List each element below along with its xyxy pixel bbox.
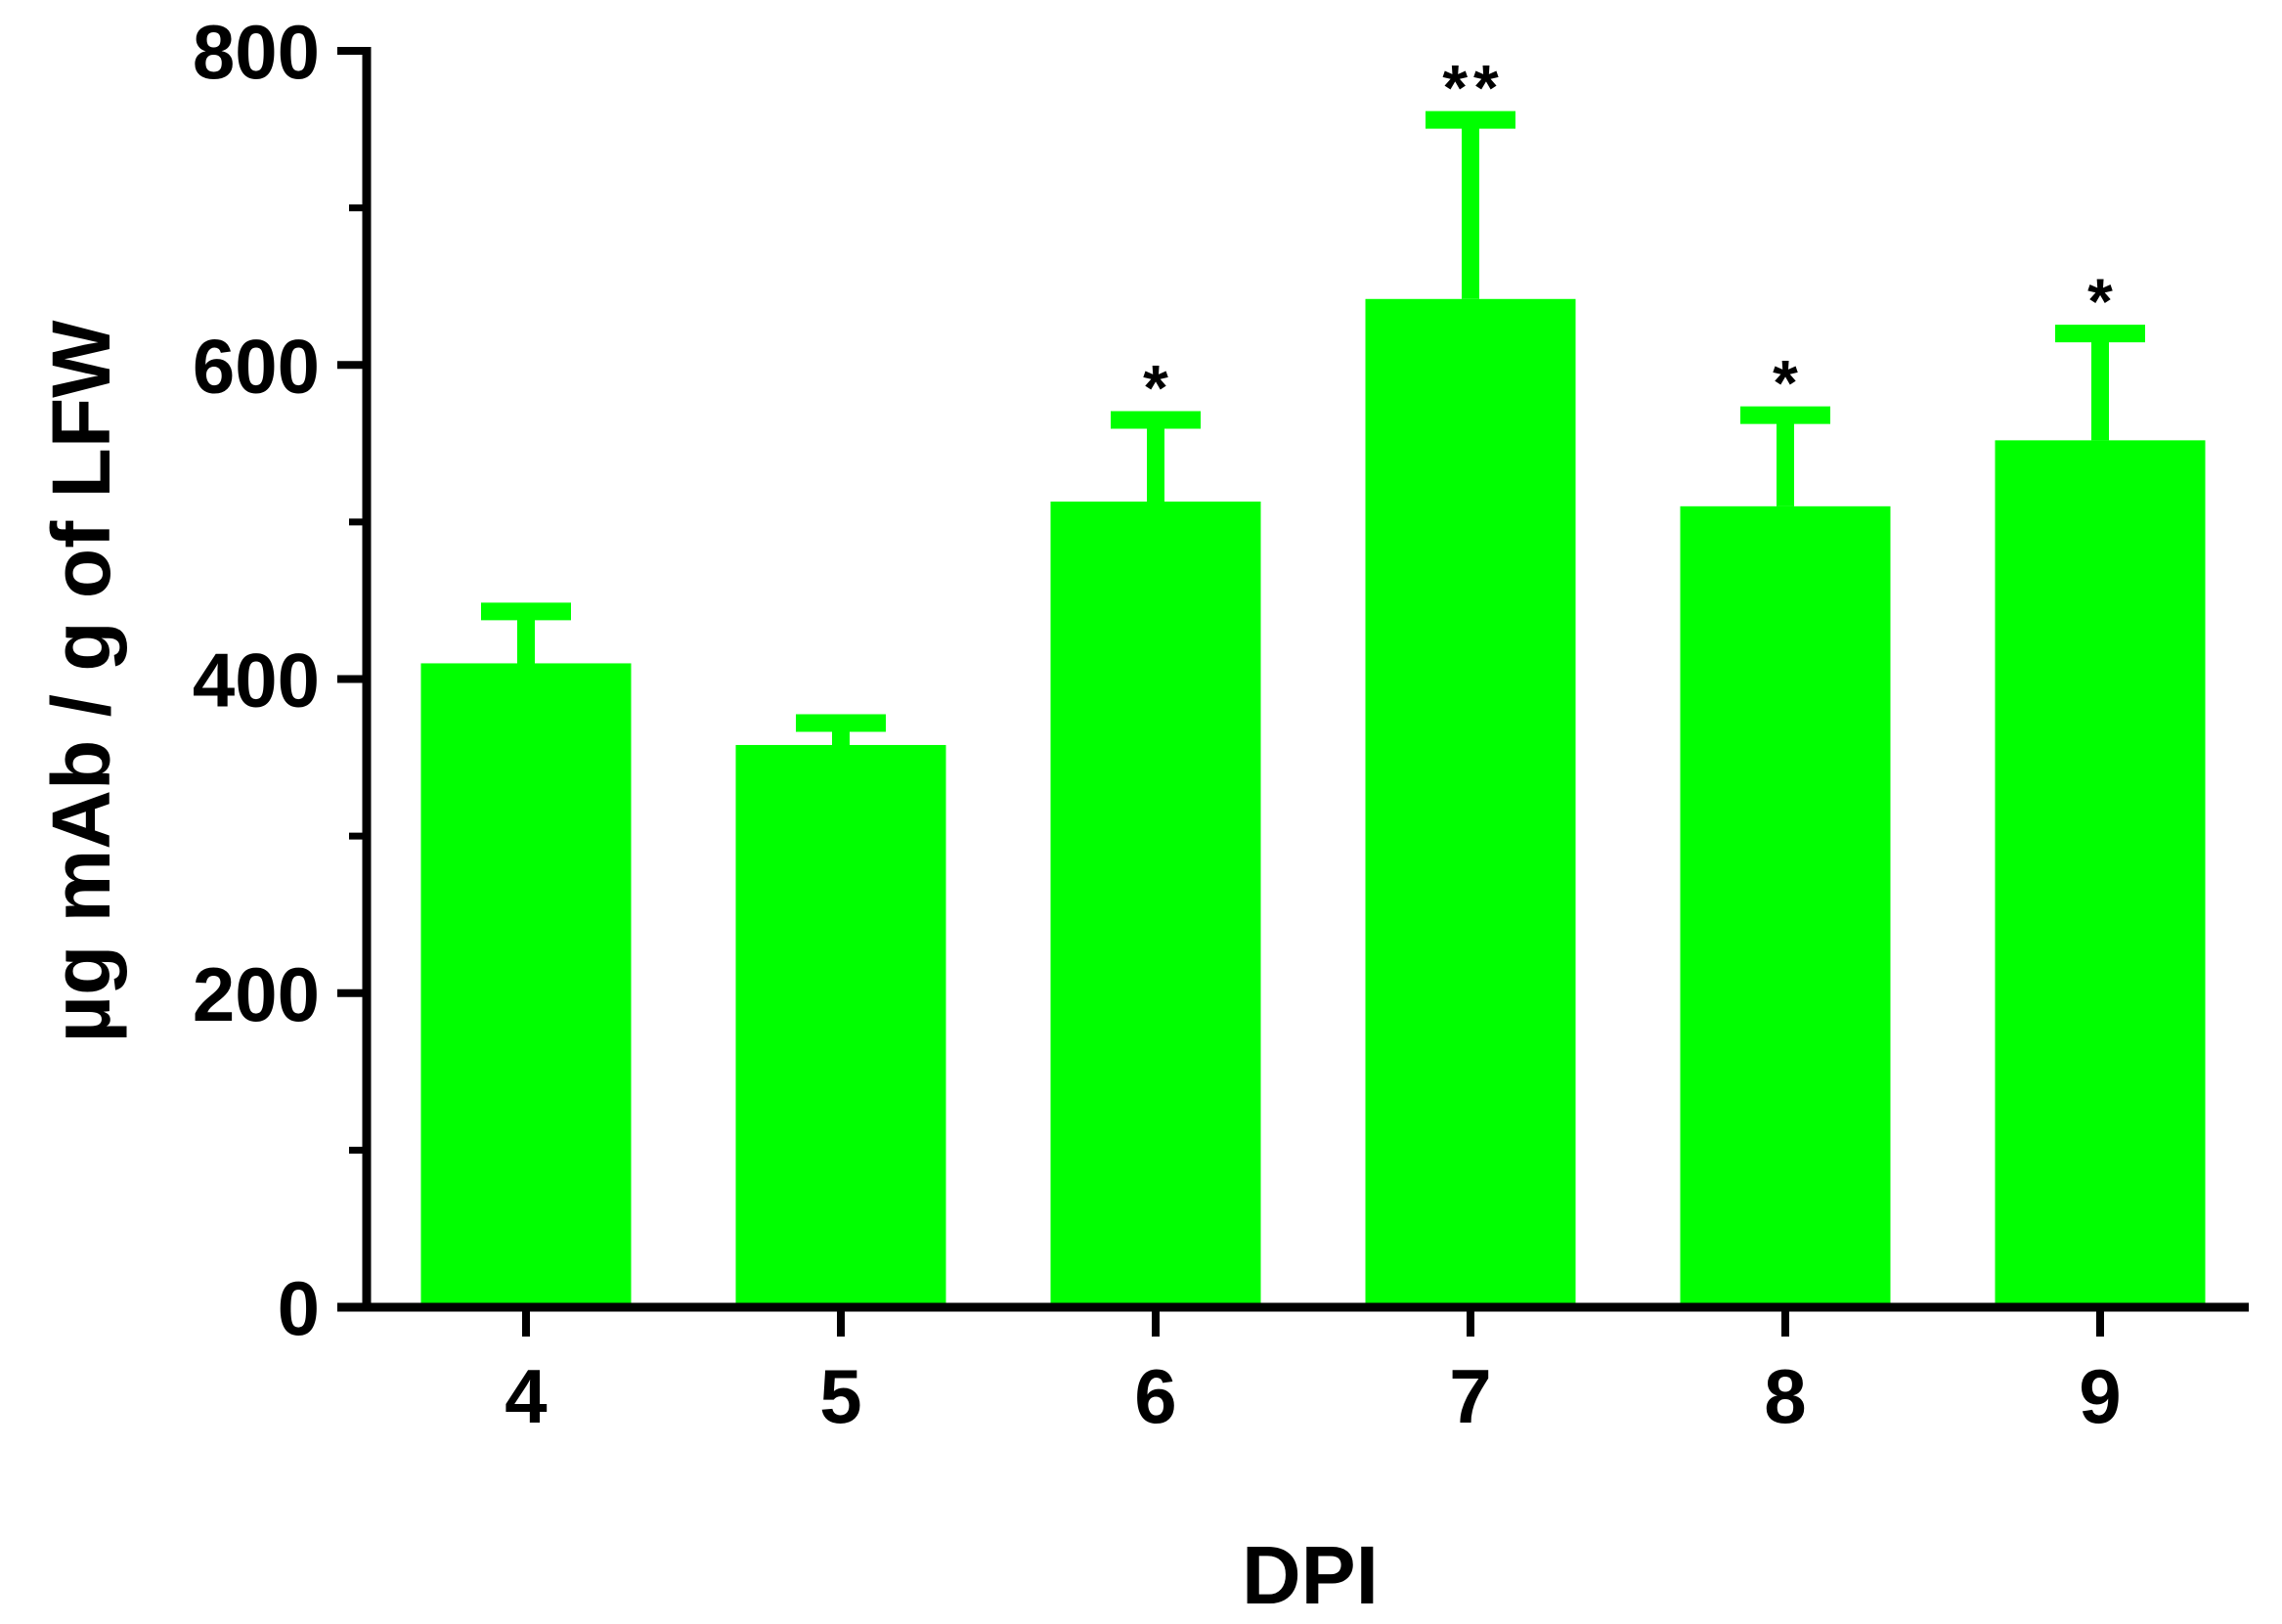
x-axis-title: DPI [1242, 1529, 1379, 1621]
bar-dpi-7 [1365, 298, 1576, 1304]
bar-dpi-4 [420, 663, 632, 1303]
x-tick-label: 7 [1449, 1353, 1491, 1439]
significance-marker: * [1773, 347, 1804, 419]
x-tick-label: 4 [505, 1353, 547, 1439]
bar-dpi-8 [1680, 505, 1891, 1303]
bar-dpi-9 [1995, 440, 2206, 1304]
axes-layer [337, 47, 2249, 1337]
error-bars-layer [481, 110, 2145, 745]
bar-dpi-6 [1050, 501, 1261, 1303]
y-tick-label: 400 [193, 637, 320, 724]
y-tick-label: 800 [193, 9, 320, 95]
y-tick-label: 600 [193, 323, 320, 409]
y-tick-label: 200 [193, 951, 320, 1037]
significance-marker: ** [1442, 52, 1504, 124]
x-tick-label: 6 [1134, 1353, 1176, 1439]
bars-layer [420, 298, 2206, 1304]
significance-marker: * [1143, 351, 1174, 423]
y-tick-label: 0 [278, 1265, 320, 1351]
significance-marker: * [2087, 265, 2119, 337]
y-axis-title: µg mAb / g of LFW [35, 320, 127, 1043]
x-tick-label: 9 [2079, 1353, 2121, 1439]
x-tick-label: 5 [819, 1353, 861, 1439]
labels-layer: 0 200 400 600 800 4 5 6 * 7 ** 8 * 9 * [193, 9, 2122, 1439]
bar-dpi-5 [735, 744, 946, 1303]
x-tick-label: 8 [1764, 1353, 1806, 1439]
